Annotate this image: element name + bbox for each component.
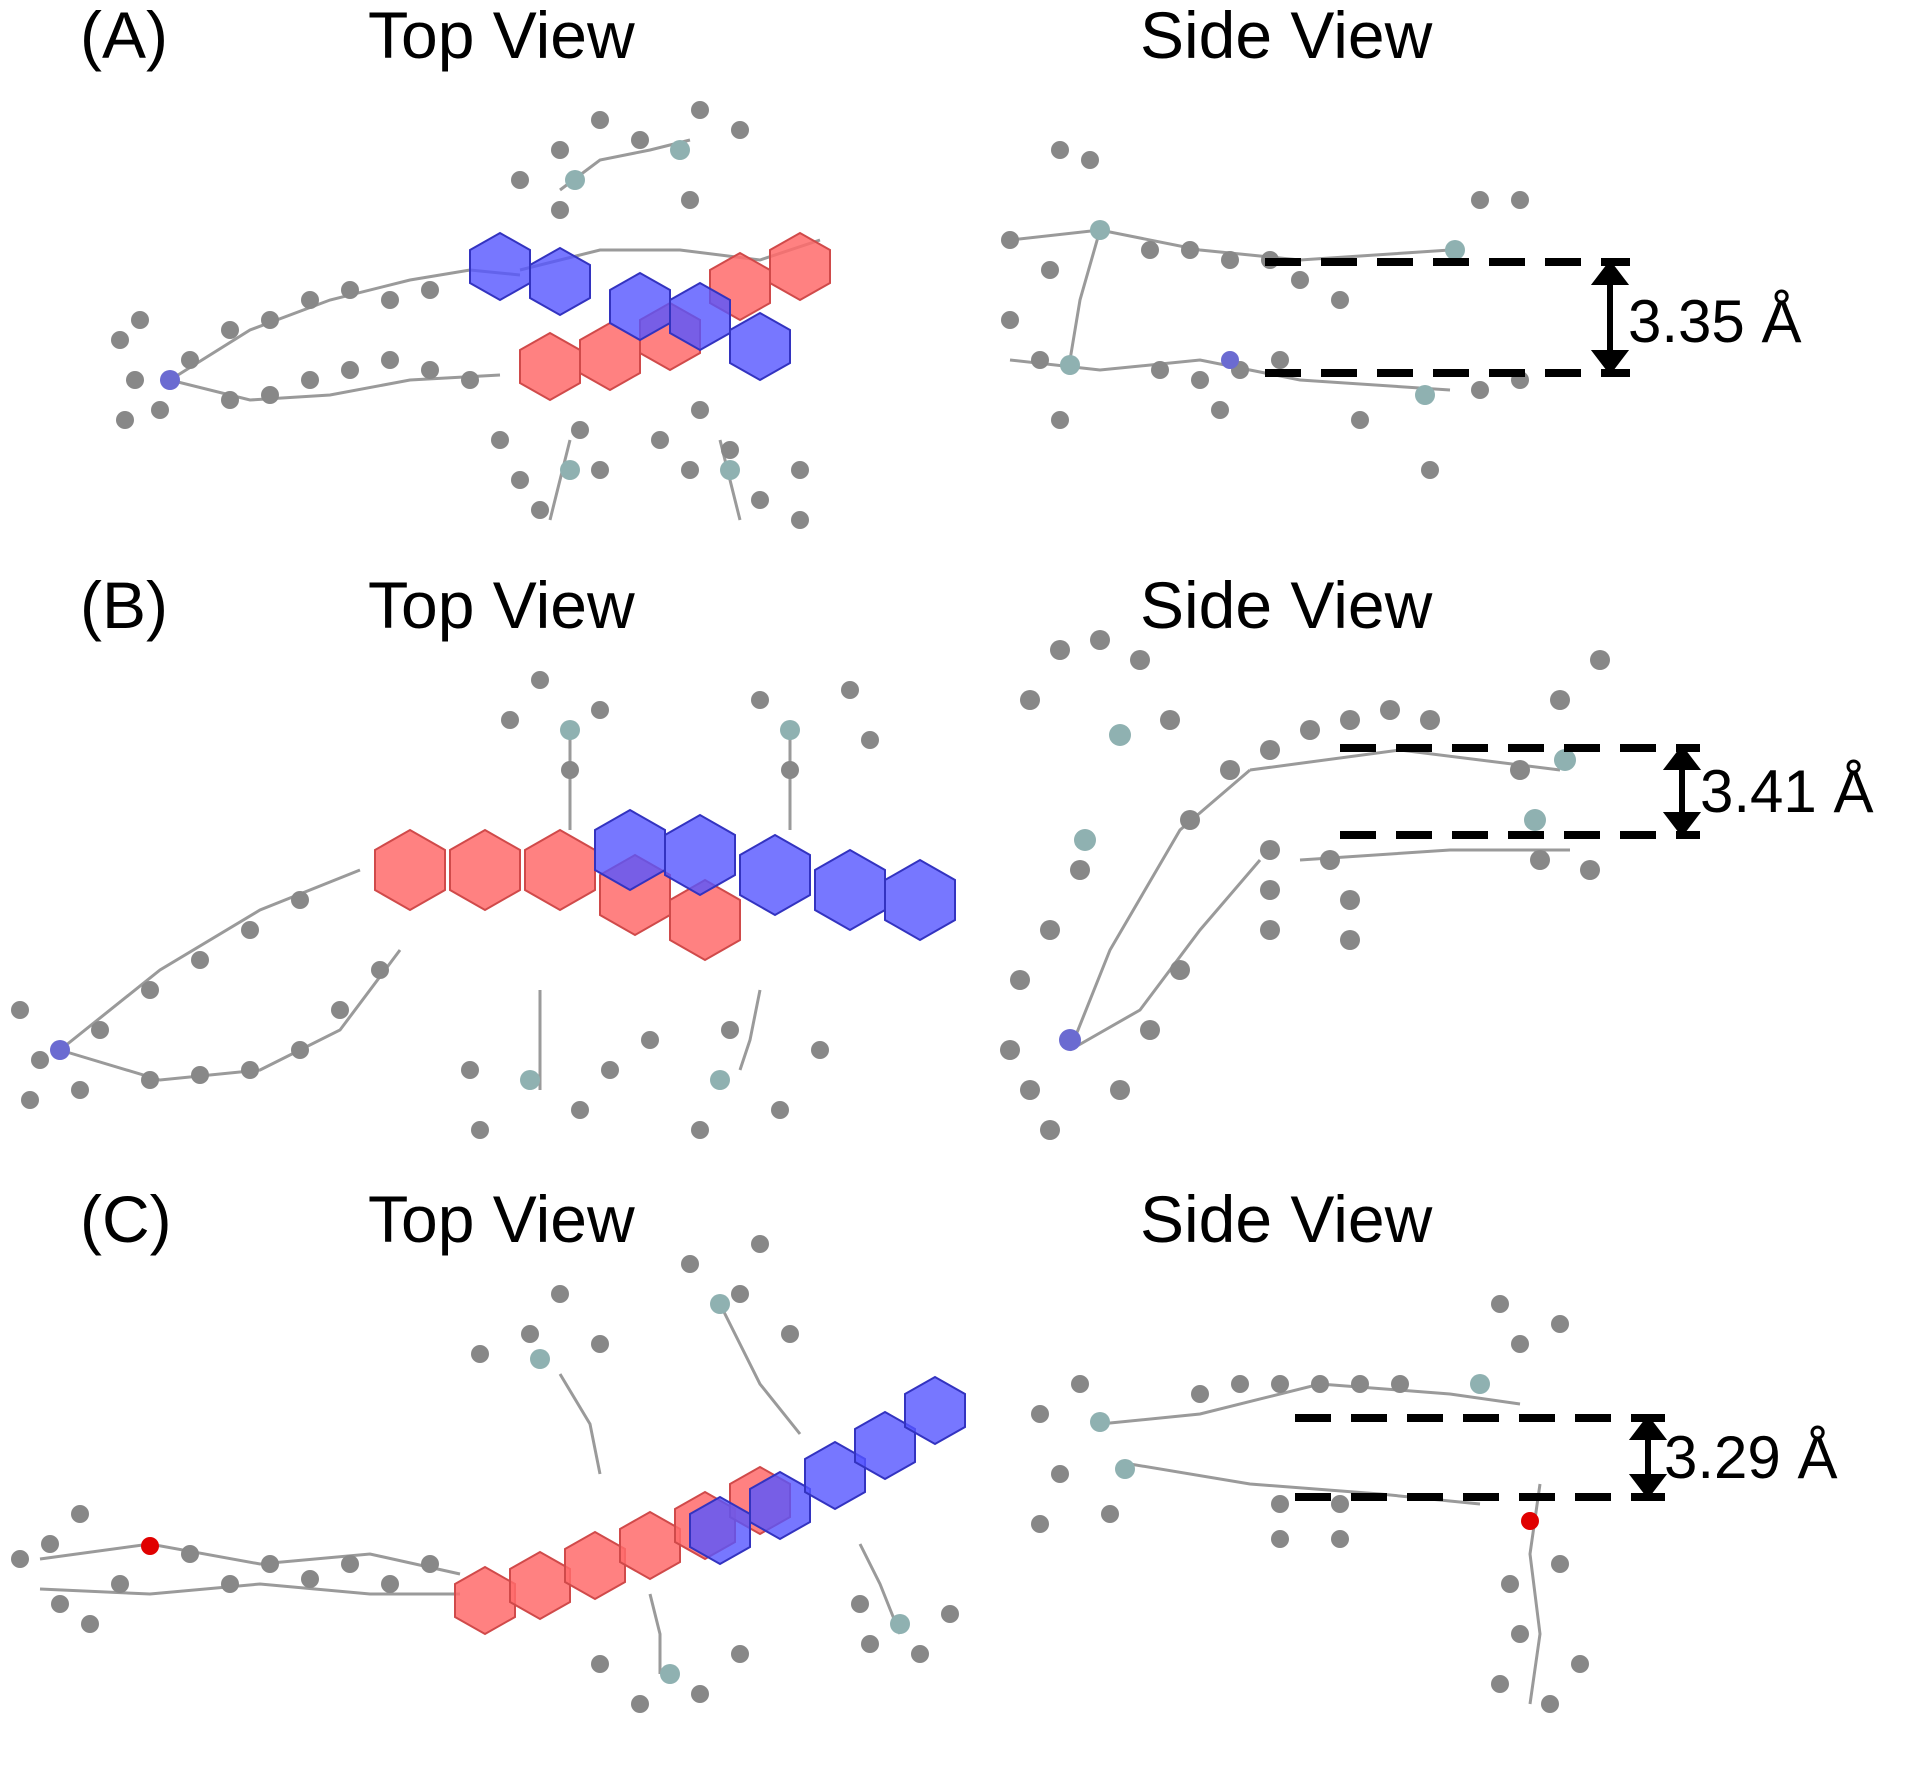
panel-b-structures <box>11 630 1702 1140</box>
panel-c: (C) Top View Side View <box>0 1184 1920 1754</box>
side-view-title: Side View <box>1140 0 1433 72</box>
side-view-molecule <box>1001 141 1630 479</box>
panel-b: (B) Top View Side View <box>0 570 1920 1140</box>
side-view-molecule <box>1000 630 1702 1140</box>
top-view-title: Top View <box>368 568 635 642</box>
interlayer-distance-label: 3.35 Å <box>1628 288 1802 355</box>
panel-label: (A) <box>80 0 168 72</box>
side-view-title: Side View <box>1140 1182 1433 1256</box>
top-view-molecule <box>111 101 831 529</box>
side-view-molecule <box>1031 1295 1668 1713</box>
top-view-molecule <box>11 671 956 1139</box>
top-view-title: Top View <box>368 1182 635 1256</box>
interlayer-distance-label: 3.41 Å <box>1700 758 1874 825</box>
interlayer-distance-label: 3.29 Å <box>1664 1424 1838 1491</box>
panel-label: (B) <box>80 568 168 642</box>
panel-label: (C) <box>80 1182 172 1256</box>
panel-a-structures <box>111 101 1630 529</box>
top-view-title: Top View <box>368 0 635 72</box>
panel-c-structures <box>11 1235 1668 1713</box>
top-view-molecule <box>11 1235 966 1713</box>
panel-a: (A) Top View Side View <box>0 0 1920 570</box>
side-view-title: Side View <box>1140 568 1433 642</box>
